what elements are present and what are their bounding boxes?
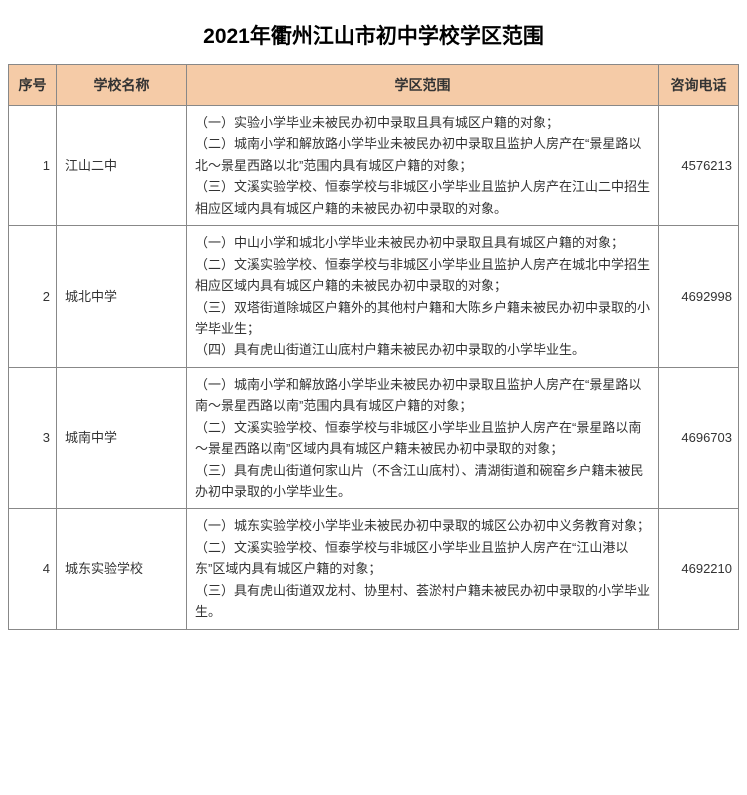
cell-num: 1 — [9, 106, 57, 226]
table-row: 3城南中学（一）城南小学和解放路小学毕业未被民办初中录取且监护人房产在“景星路以… — [9, 367, 739, 509]
col-header-num: 序号 — [9, 65, 57, 106]
district-table: 序号 学校名称 学区范围 咨询电话 1江山二中（一）实验小学毕业未被民办初中录取… — [8, 64, 739, 630]
cell-school-name: 城东实验学校 — [57, 509, 187, 629]
cell-tel: 4692210 — [659, 509, 739, 629]
cell-area: （一）城东实验学校小学毕业未被民办初中录取的城区公办初中义务教育对象； （二）文… — [187, 509, 659, 629]
cell-num: 3 — [9, 367, 57, 509]
cell-tel: 4692998 — [659, 226, 739, 368]
col-header-tel: 咨询电话 — [659, 65, 739, 106]
cell-tel: 4576213 — [659, 106, 739, 226]
col-header-area: 学区范围 — [187, 65, 659, 106]
cell-tel: 4696703 — [659, 367, 739, 509]
cell-school-name: 城南中学 — [57, 367, 187, 509]
table-row: 4城东实验学校（一）城东实验学校小学毕业未被民办初中录取的城区公办初中义务教育对… — [9, 509, 739, 629]
cell-school-name: 城北中学 — [57, 226, 187, 368]
cell-num: 2 — [9, 226, 57, 368]
cell-area: （一）城南小学和解放路小学毕业未被民办初中录取且监护人房产在“景星路以南～景星西… — [187, 367, 659, 509]
table-row: 1江山二中（一）实验小学毕业未被民办初中录取且具有城区户籍的对象； （二）城南小… — [9, 106, 739, 226]
cell-area: （一）实验小学毕业未被民办初中录取且具有城区户籍的对象； （二）城南小学和解放路… — [187, 106, 659, 226]
table-row: 2城北中学（一）中山小学和城北小学毕业未被民办初中录取且具有城区户籍的对象； （… — [9, 226, 739, 368]
table-header-row: 序号 学校名称 学区范围 咨询电话 — [9, 65, 739, 106]
page-title: 2021年衢州江山市初中学校学区范围 — [8, 8, 739, 64]
cell-area: （一）中山小学和城北小学毕业未被民办初中录取且具有城区户籍的对象； （二）文溪实… — [187, 226, 659, 368]
cell-num: 4 — [9, 509, 57, 629]
col-header-name: 学校名称 — [57, 65, 187, 106]
cell-school-name: 江山二中 — [57, 106, 187, 226]
